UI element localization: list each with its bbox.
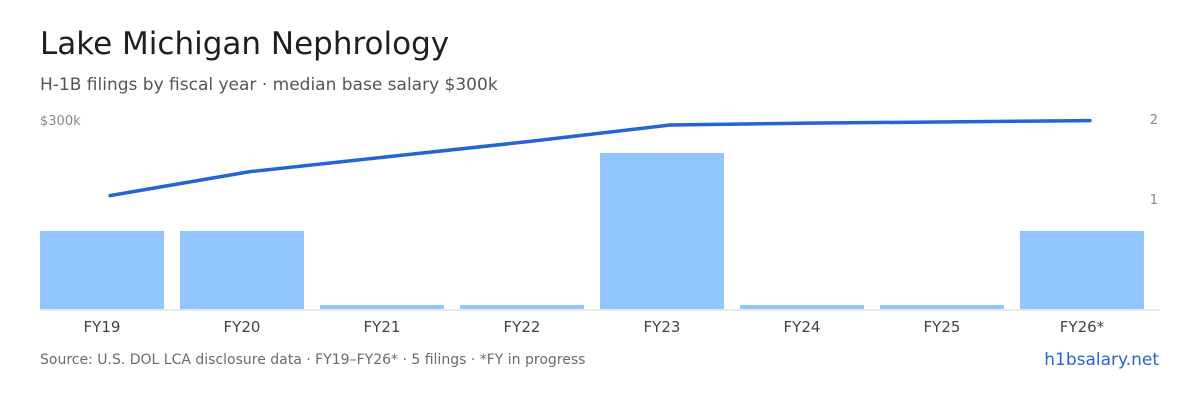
bar-fy26-inprogress	[1020, 231, 1144, 309]
x-tick-label: FY19	[84, 318, 121, 336]
y-right-tick-label: 2	[1150, 113, 1158, 128]
axes-layer: FY19 FY20 FY21 FY22 FY23 FY24 FY25 FY26* $300k 2 1	[40, 113, 1160, 336]
x-tick-label: FY24	[784, 318, 821, 336]
bar-fy21	[320, 305, 444, 309]
source-note: Source: U.S. DOL LCA disclosure data · F…	[40, 352, 586, 368]
x-tick-label: FY21	[364, 318, 401, 336]
bar-fy25	[880, 305, 1004, 309]
y-left-tick-label: $300k	[40, 114, 81, 129]
line-layer	[108, 118, 1092, 198]
bars-layer	[40, 153, 1144, 309]
x-tick-label: FY26*	[1060, 318, 1105, 336]
bar-fy23	[600, 153, 724, 309]
salary-line	[108, 118, 1092, 198]
x-tick-label: FY25	[924, 318, 961, 336]
chart-title: Lake Michigan Nephrology	[40, 26, 450, 62]
bar-fy22	[460, 305, 584, 309]
x-tick-label: FY20	[224, 318, 261, 336]
bar-fy20	[180, 231, 304, 309]
brand-link[interactable]: h1bsalary.net	[1044, 350, 1159, 370]
x-tick-label: FY23	[644, 318, 681, 336]
bar-fy19	[40, 231, 164, 309]
y-right-tick-label: 1	[1150, 193, 1158, 208]
x-tick-label: FY22	[504, 318, 541, 336]
bar-fy24	[740, 305, 864, 309]
chart-subtitle: H-1B filings by fiscal year · median bas…	[40, 75, 498, 95]
